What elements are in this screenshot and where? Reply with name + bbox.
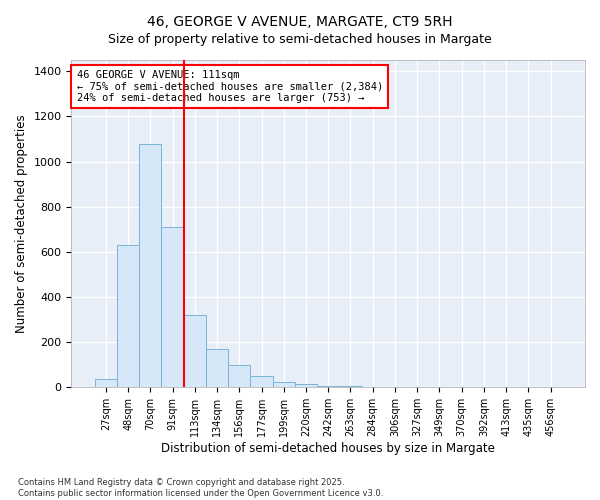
- Bar: [184, 315, 206, 388]
- Bar: [340, 386, 362, 388]
- Bar: [228, 365, 250, 388]
- Bar: [317, 386, 340, 388]
- Bar: [117, 245, 139, 388]
- Text: 46 GEORGE V AVENUE: 111sqm
← 75% of semi-detached houses are smaller (2,384)
24%: 46 GEORGE V AVENUE: 111sqm ← 75% of semi…: [77, 70, 383, 103]
- X-axis label: Distribution of semi-detached houses by size in Margate: Distribution of semi-detached houses by …: [161, 442, 495, 455]
- Text: Contains HM Land Registry data © Crown copyright and database right 2025.
Contai: Contains HM Land Registry data © Crown c…: [18, 478, 383, 498]
- Bar: [250, 376, 272, 388]
- Bar: [295, 384, 317, 388]
- Bar: [272, 382, 295, 388]
- Text: Size of property relative to semi-detached houses in Margate: Size of property relative to semi-detach…: [108, 32, 492, 46]
- Y-axis label: Number of semi-detached properties: Number of semi-detached properties: [15, 114, 28, 333]
- Bar: [95, 380, 117, 388]
- Bar: [161, 227, 184, 388]
- Text: 46, GEORGE V AVENUE, MARGATE, CT9 5RH: 46, GEORGE V AVENUE, MARGATE, CT9 5RH: [147, 15, 453, 29]
- Bar: [139, 144, 161, 388]
- Bar: [206, 349, 228, 388]
